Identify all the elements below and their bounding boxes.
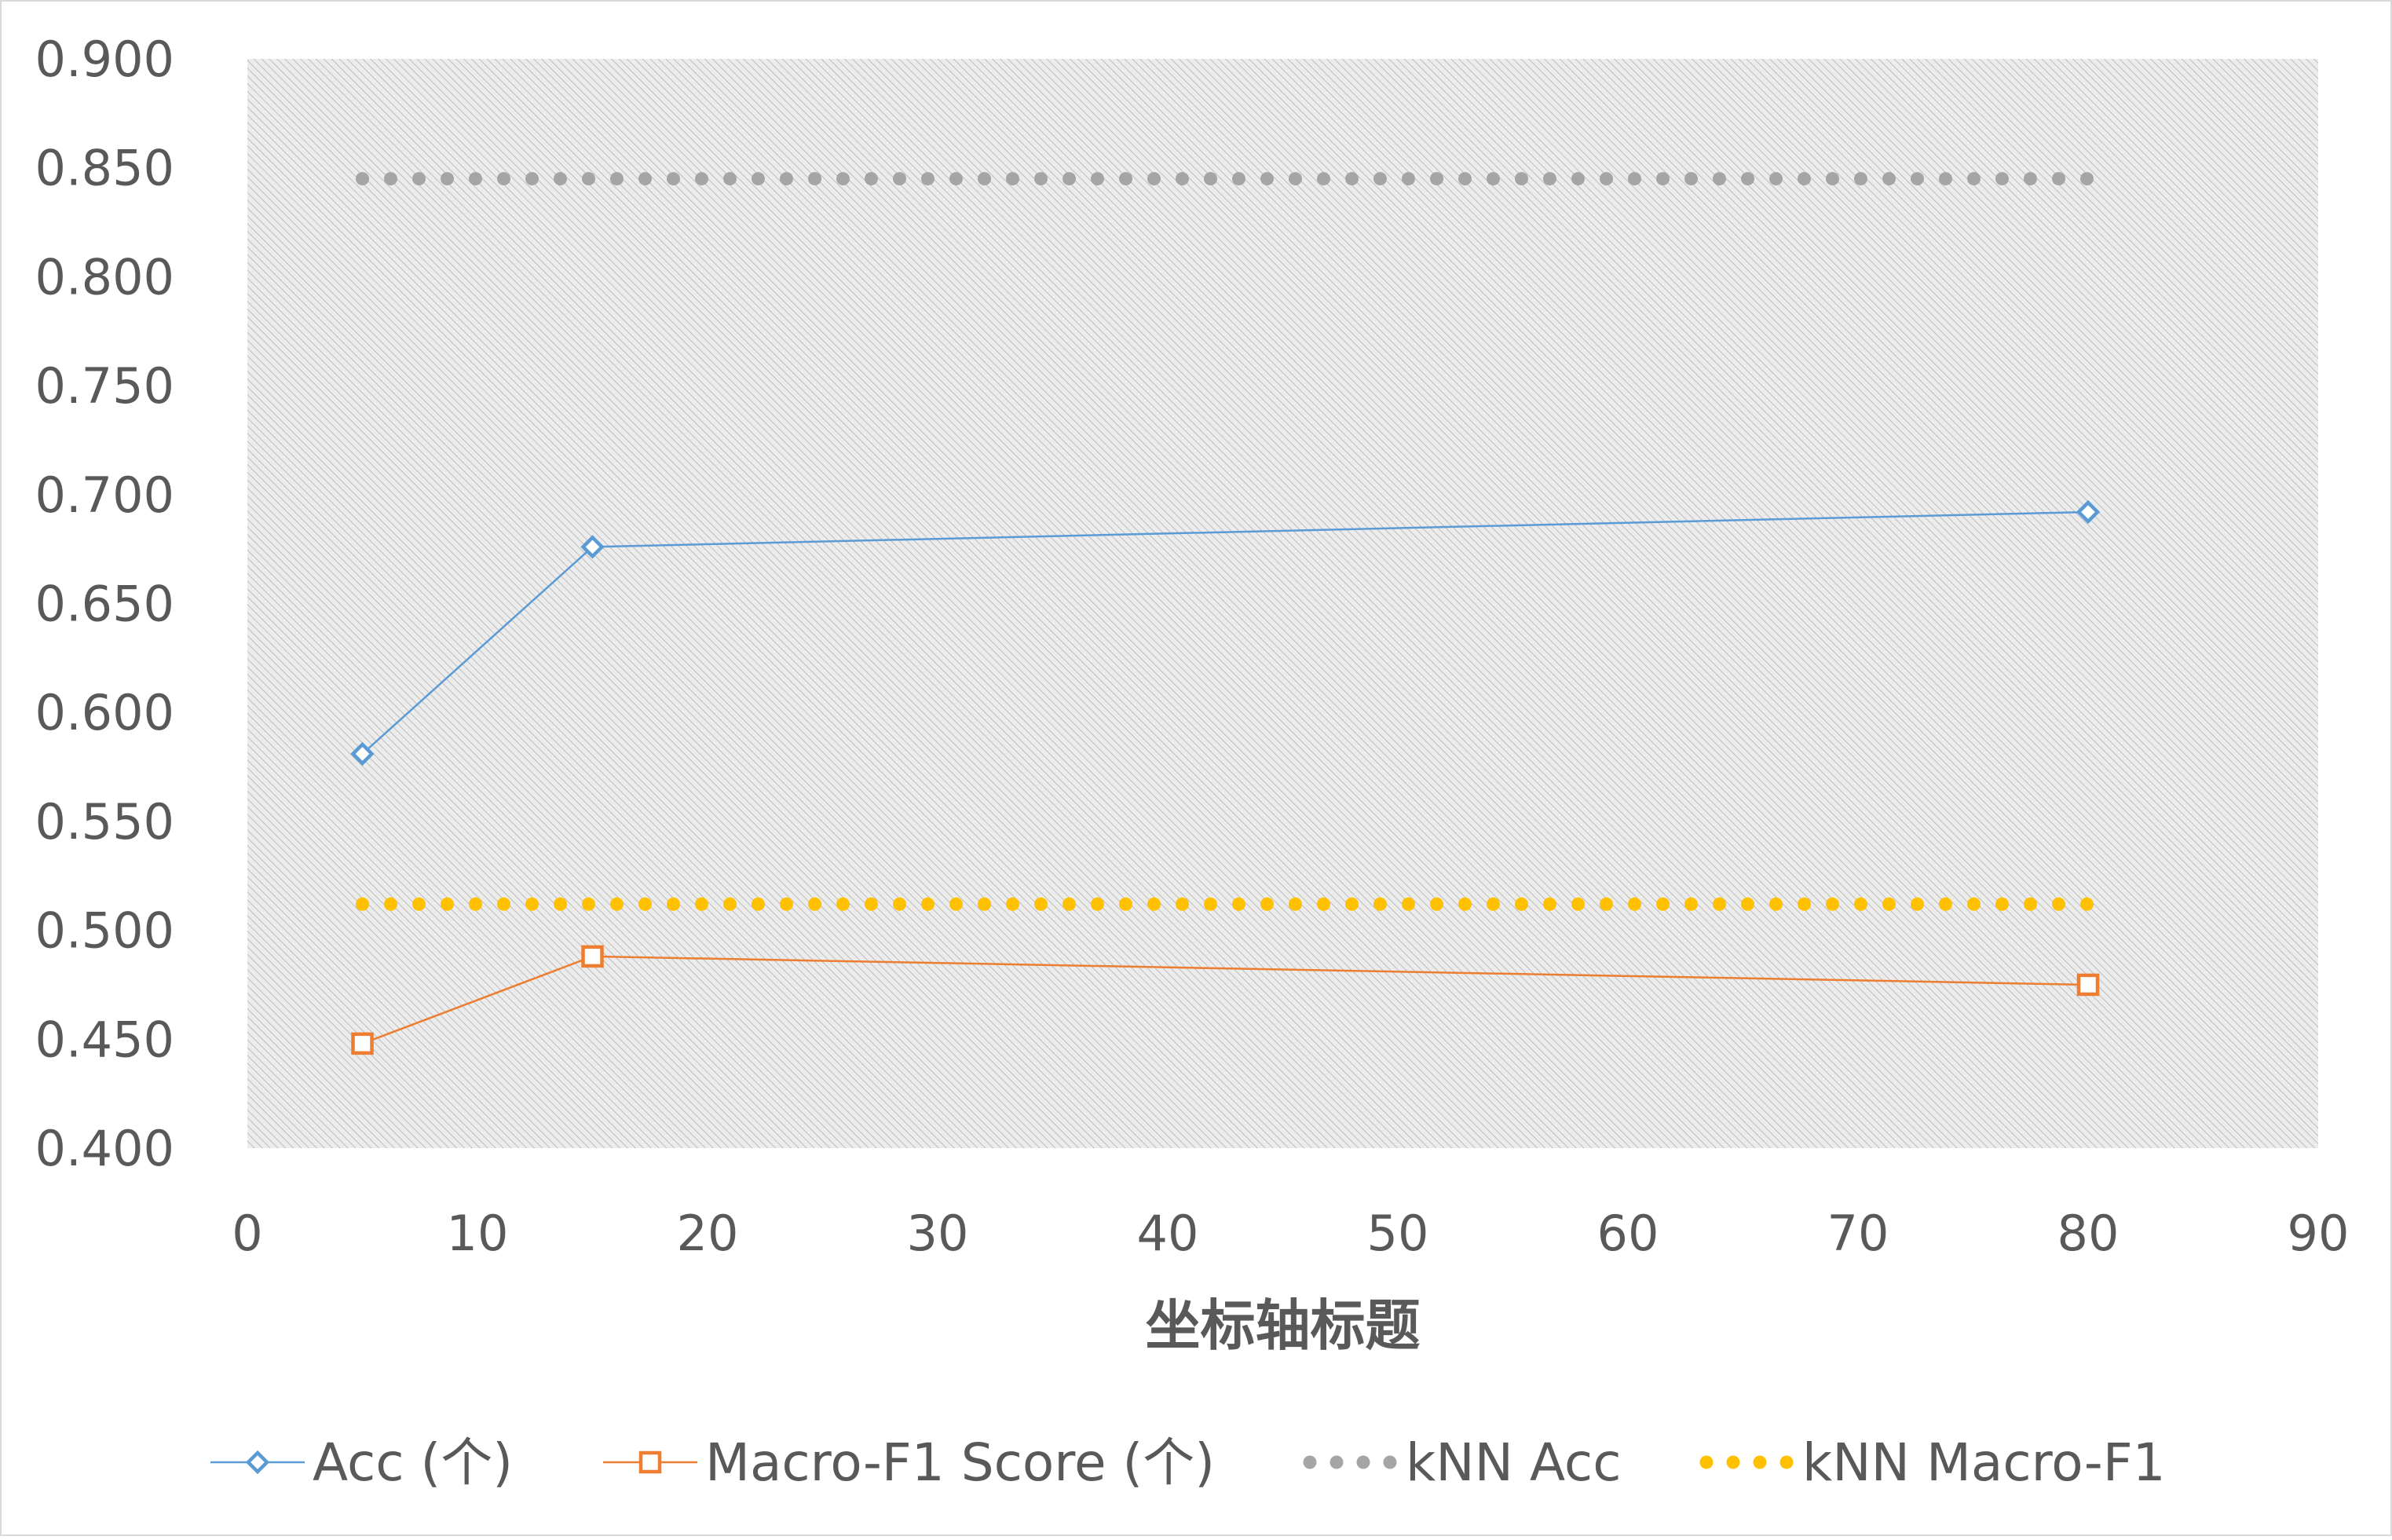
data-point [580,535,605,559]
x-tick-label: 50 [1367,1205,1429,1262]
legend: Acc (个) Macro-F1 Score (个) kNN Acc kNN Macr… [210,1432,2166,1493]
legend-marker [638,1450,662,1474]
legend-marker [245,1450,270,1475]
legend-item: kNN Acc [1303,1432,1622,1493]
y-tick-label: 0.850 [35,140,175,197]
x-axis: 0 10 20 30 40 50 60 70 80 90 [232,1205,2349,1262]
y-tick-label: 0.800 [35,248,175,305]
legend-label: kNN Macro-F1 [1802,1432,2166,1493]
x-tick-label: 80 [2057,1205,2120,1262]
x-tick-label: 40 [1137,1205,1199,1262]
y-axis: 0.400 0.450 0.500 0.550 0.600 0.650 0.700 0.750… [35,31,175,1177]
legend-label: Macro-F1 Score (个) [705,1432,1215,1493]
data-point [2076,973,2100,997]
x-tick-label: 10 [447,1205,509,1262]
x-tick-label: 0 [232,1205,262,1262]
data-point [581,945,604,968]
x-tick-label: 70 [1827,1205,1889,1262]
y-tick-label: 0.650 [35,576,175,633]
y-tick-label: 0.700 [35,466,175,524]
y-tick-label: 0.900 [35,31,175,88]
x-tick-label: 30 [907,1205,969,1262]
data-point [351,1032,374,1055]
legend-label: Acc (个) [313,1432,513,1493]
series-layer [350,172,2101,1055]
legend-item: Macro-F1 Score (个) [603,1432,1215,1493]
y-tick-label: 0.400 [35,1120,175,1177]
x-tick-label: 20 [677,1205,739,1262]
y-tick-label: 0.550 [35,793,175,850]
plot-area [247,59,2318,1148]
x-axis-title: 坐标轴标题 [1146,1293,1421,1358]
series-1 [351,945,2100,1055]
y-tick-label: 0.500 [35,902,175,960]
data-point [2076,499,2101,525]
legend-item: kNN Macro-F1 [1699,1432,2166,1493]
y-tick-label: 0.750 [35,357,175,415]
data-point [350,741,375,766]
y-tick-label: 0.450 [35,1011,175,1068]
x-tick-label: 60 [1597,1205,1659,1262]
x-tick-label: 90 [2288,1205,2350,1262]
legend-item: Acc (个) [210,1432,513,1493]
series-0 [350,499,2101,766]
legend-label: kNN Acc [1406,1432,1622,1493]
y-tick-label: 0.600 [35,684,175,741]
